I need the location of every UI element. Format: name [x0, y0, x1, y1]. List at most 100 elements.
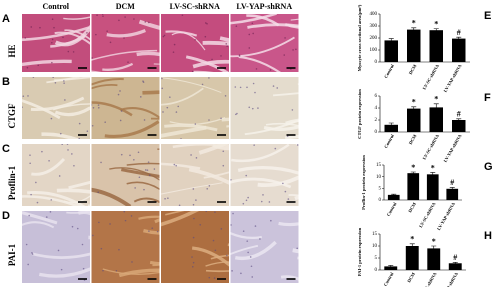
row-label: HE — [7, 44, 17, 57]
nucleus — [246, 240, 249, 242]
x-tick-label: LV-YAP-shRNA — [436, 201, 456, 231]
error-bar — [391, 193, 397, 196]
micrograph — [230, 211, 299, 283]
nucleus — [191, 256, 193, 258]
panel-letter: A — [2, 13, 10, 25]
y-tick-label: 2 — [375, 118, 378, 123]
y-axis-label: Myocyte cross sectional area(μm²) — [357, 4, 362, 71]
nucleus — [173, 163, 176, 166]
error-bar — [411, 106, 417, 111]
nucleus — [257, 107, 259, 109]
nucleus — [45, 216, 48, 218]
nucleus — [254, 91, 256, 94]
nucleus — [131, 261, 133, 263]
nucleus — [296, 247, 298, 250]
nucleus — [214, 249, 217, 252]
nucleus — [234, 86, 237, 88]
nucleus — [22, 95, 25, 98]
streak — [161, 87, 204, 106]
nucleus — [139, 96, 142, 98]
micrograph — [230, 144, 299, 206]
streak — [153, 63, 160, 65]
nucleus — [64, 99, 66, 101]
nucleus — [205, 22, 207, 24]
nucleus — [190, 154, 192, 156]
nucleus — [29, 162, 31, 165]
bar — [407, 29, 421, 63]
significance-marker: * — [412, 98, 416, 107]
y-tick-label: 0 — [379, 198, 382, 203]
nucleus — [262, 194, 264, 196]
tissue-texture — [161, 144, 229, 206]
panel-letter: H — [484, 230, 492, 242]
nucleus — [225, 43, 228, 45]
bar — [407, 173, 420, 200]
nucleus — [81, 243, 84, 246]
nucleus — [173, 43, 176, 46]
streak — [192, 59, 229, 69]
streak — [119, 107, 160, 119]
nucleus — [97, 191, 100, 194]
column-header: LV-YAP-shRNA — [236, 2, 292, 11]
nucleus — [102, 15, 104, 17]
y-tick-label: 5 — [375, 256, 378, 261]
streak — [237, 166, 299, 175]
nucleus — [192, 261, 195, 264]
y-tick-label: 10 — [372, 244, 378, 249]
nucleus — [192, 236, 195, 239]
streak — [265, 122, 299, 127]
nucleus — [50, 117, 53, 120]
nucleus — [63, 80, 65, 82]
streak — [106, 28, 146, 38]
nucleus — [242, 230, 245, 232]
error-bar — [411, 27, 417, 32]
bar — [387, 194, 400, 200]
error-bar — [388, 122, 394, 127]
nucleus — [123, 211, 126, 213]
streak — [161, 182, 223, 195]
panel-letter: E — [484, 10, 491, 22]
nucleus — [144, 169, 147, 171]
streak — [230, 231, 263, 240]
nucleus — [104, 121, 106, 123]
significance-marker: * — [411, 163, 415, 172]
streak — [138, 215, 160, 220]
error-bar — [456, 36, 462, 41]
nucleus — [120, 153, 123, 156]
streak — [297, 256, 299, 260]
streak — [136, 51, 160, 57]
streak — [54, 77, 81, 82]
nucleus — [161, 77, 163, 80]
nucleus — [220, 55, 222, 57]
bar — [448, 263, 462, 270]
nucleus — [287, 198, 290, 200]
nucleus — [251, 22, 254, 25]
nucleus — [172, 51, 175, 53]
streak — [288, 194, 299, 197]
y-axis-label: PAI-1 protein expression — [357, 227, 362, 276]
nucleus — [119, 90, 121, 92]
nucleus — [274, 147, 277, 150]
streak — [38, 267, 90, 278]
streak — [22, 221, 55, 229]
bar — [405, 246, 419, 270]
micrograph — [22, 77, 90, 139]
nucleus — [230, 224, 232, 226]
streak — [30, 96, 85, 112]
tissue-texture — [22, 16, 90, 69]
nucleus — [73, 164, 75, 167]
nucleus — [181, 14, 184, 17]
nucleus — [130, 215, 133, 217]
micrograph — [161, 77, 229, 139]
nucleus — [226, 45, 228, 47]
nucleus — [59, 132, 62, 135]
nucleus — [119, 119, 122, 122]
nucleus — [192, 203, 195, 206]
nucleus — [208, 119, 210, 121]
streak — [126, 162, 160, 166]
streak — [22, 211, 58, 225]
nucleus — [255, 68, 258, 70]
nucleus — [58, 175, 61, 177]
nucleus — [248, 47, 251, 49]
nucleus — [205, 211, 208, 213]
